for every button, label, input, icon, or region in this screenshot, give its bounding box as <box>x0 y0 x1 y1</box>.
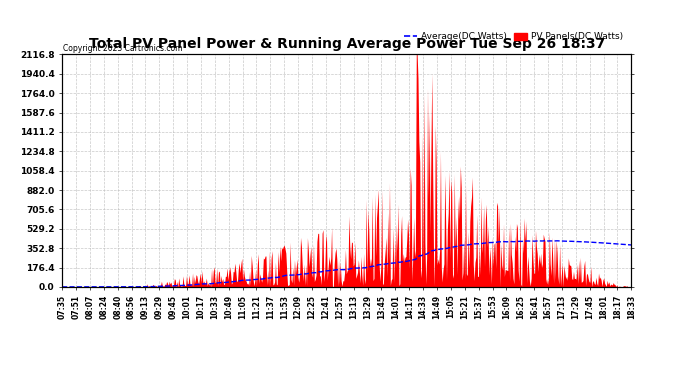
Title: Total PV Panel Power & Running Average Power Tue Sep 26 18:37: Total PV Panel Power & Running Average P… <box>88 37 605 51</box>
Text: Copyright 2023 Cartronics.com: Copyright 2023 Cartronics.com <box>63 44 182 53</box>
Legend: Average(DC Watts), PV Panels(DC Watts): Average(DC Watts), PV Panels(DC Watts) <box>400 28 627 45</box>
